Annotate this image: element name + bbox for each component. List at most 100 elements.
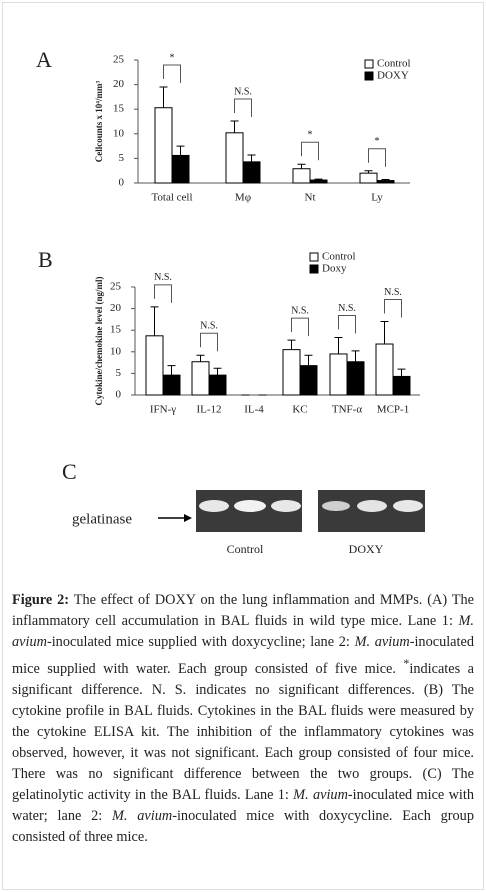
panel-label: C xyxy=(62,459,77,484)
gel-marker: gelatinase xyxy=(72,511,132,527)
bar xyxy=(208,374,227,396)
y-tick-label: 25 xyxy=(113,54,125,66)
significance-bracket xyxy=(338,315,356,334)
error-bar xyxy=(150,306,159,336)
significance-label: N.S. xyxy=(384,287,402,298)
significance-bracket xyxy=(163,64,181,84)
x-tick-label: KC xyxy=(292,404,307,416)
caption-text: -inoculated mice supplied with water. Ea… xyxy=(12,634,474,677)
x-tick-label: Total cell xyxy=(151,192,192,204)
y-tick-label: 10 xyxy=(110,345,122,357)
significance-bracket xyxy=(200,332,218,352)
error-bar xyxy=(364,170,373,174)
x-tick-label: IFN-γ xyxy=(150,404,176,416)
gel-band xyxy=(322,501,350,511)
error-bar xyxy=(230,120,239,133)
bar xyxy=(376,180,395,184)
bar xyxy=(375,343,394,396)
error-bar xyxy=(380,321,389,345)
error-bar xyxy=(397,368,406,377)
y-tick-label: 5 xyxy=(119,152,125,164)
significance-label: * xyxy=(375,136,380,147)
significance-label: N.S. xyxy=(200,321,218,332)
caption-text: indicates a significant difference. N. S… xyxy=(12,660,474,803)
error-bar xyxy=(196,354,205,362)
x-tick-label: MCP-1 xyxy=(377,404,409,416)
error-bar xyxy=(159,86,168,108)
x-tick-label: IL-4 xyxy=(244,404,264,416)
error-bar xyxy=(334,337,343,354)
x-tick-label: Nt xyxy=(305,192,316,204)
legend-label: Control xyxy=(322,251,356,263)
significance-label: N.S. xyxy=(234,86,252,97)
significance-bracket xyxy=(301,141,319,161)
caption-text: -inoculated mice supplied with doxycycli… xyxy=(46,634,355,650)
lane-label: DOXY xyxy=(349,542,384,556)
y-axis-label: Cellcounts x 10⁴/mm³ xyxy=(94,81,104,163)
bar xyxy=(145,335,164,396)
y-tick-label: 20 xyxy=(113,78,125,90)
legend-swatch xyxy=(364,71,374,81)
significance-label: * xyxy=(308,130,313,141)
error-bar xyxy=(297,163,306,169)
legend-swatch xyxy=(309,252,319,262)
bar xyxy=(171,154,190,184)
caption-text: -inoculated mice with water; lane 2: xyxy=(12,786,474,824)
y-tick-label: 10 xyxy=(113,127,125,139)
y-tick-label: 25 xyxy=(110,281,122,293)
gel-band xyxy=(357,500,387,512)
bar xyxy=(162,374,181,396)
legend-swatch xyxy=(309,264,319,274)
figure: C gelatinase Control DOXY A Cellcounts x … xyxy=(36,47,425,556)
gel-band xyxy=(234,500,266,512)
legend-swatch xyxy=(364,59,374,69)
error-bar xyxy=(381,179,390,181)
error-bar xyxy=(314,178,323,181)
legend-label: Control xyxy=(377,58,411,70)
error-bar xyxy=(167,365,176,376)
error-bar xyxy=(351,350,360,362)
arrow-head xyxy=(184,514,192,522)
legend-label: DOXY xyxy=(377,70,409,82)
caption-text: * xyxy=(403,656,410,670)
panel-label: A xyxy=(36,47,52,72)
legend-label: Doxy xyxy=(322,263,347,275)
y-tick-label: 0 xyxy=(119,177,125,189)
significance-label: N.S. xyxy=(338,303,356,314)
caption-text: -inoculated mice with doxycycline. Each … xyxy=(12,807,474,845)
bar xyxy=(359,172,378,184)
error-bar xyxy=(176,145,185,156)
bar xyxy=(329,353,348,396)
significance-bracket xyxy=(291,317,309,337)
lane-label: Control xyxy=(227,542,264,556)
bar xyxy=(392,375,411,396)
significance-label: * xyxy=(170,52,175,63)
x-tick-label: TNF-α xyxy=(332,404,362,416)
error-bar xyxy=(304,354,313,366)
y-tick-label: 15 xyxy=(113,103,125,115)
y-axis-label: Cytokine/chemokine level (ng/ml) xyxy=(94,277,104,406)
gel-band xyxy=(271,500,301,512)
error-bar xyxy=(247,154,256,162)
bar xyxy=(309,179,328,184)
significance-label: N.S. xyxy=(154,272,172,283)
significance-bracket xyxy=(234,98,252,118)
caption-text: M. avium xyxy=(354,634,410,650)
x-tick-label: Mφ xyxy=(235,192,251,204)
gel-band xyxy=(393,500,423,512)
caption-text: The effect of DOXY on the lung inflammat… xyxy=(12,592,474,629)
y-tick-label: 15 xyxy=(110,324,122,336)
y-tick-label: 0 xyxy=(116,389,122,401)
caption-label: Figure 2: xyxy=(12,592,70,608)
x-tick-label: Ly xyxy=(371,192,383,204)
significance-bracket xyxy=(154,284,172,303)
bar xyxy=(225,132,244,184)
panel-label: B xyxy=(38,247,53,272)
bar xyxy=(154,107,173,184)
x-tick-label: IL-12 xyxy=(196,404,221,416)
bar xyxy=(346,361,365,396)
caption: Figure 2: The effect of DOXY on the lung… xyxy=(12,590,474,848)
y-tick-label: 5 xyxy=(116,367,122,379)
